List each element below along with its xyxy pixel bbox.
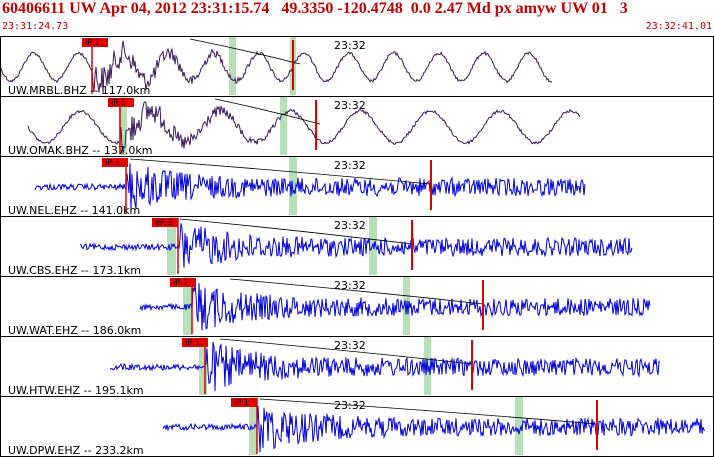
- station-label: UW.DPW.EHZ -- 233.2km: [8, 444, 144, 457]
- trace-panel[interactable]: iP:1 23:32 UW.MRBL.BHZ -- 117.0km: [0, 36, 714, 98]
- pick-label: iP:1: [234, 398, 249, 407]
- trace-panel[interactable]: iP:1 23:32 UW.NEL.EHZ -- 141.0km: [0, 156, 714, 218]
- time-label: 23:32: [334, 159, 366, 172]
- pick-label: iP:1: [185, 338, 200, 347]
- trace-panel[interactable]: iP:1 23:32 UW.WAT.EHZ -- 186.0km: [0, 276, 714, 338]
- time-start: 23:31:24.73: [2, 21, 69, 32]
- station-label: UW.CBS.EHZ -- 173.1km: [8, 264, 141, 277]
- pick-label-box: [231, 398, 257, 407]
- pick-window: [183, 277, 192, 335]
- station-label: UW.OMAK.BHZ -- 137.0km: [8, 144, 152, 157]
- trace-panel[interactable]: iP:1 23:32 UW.DPW.EHZ -- 233.2km: [0, 396, 714, 458]
- pick-label-box: [82, 38, 108, 47]
- waveform: [109, 341, 661, 392]
- travel-time-curve: [214, 98, 321, 125]
- pick-window: [280, 97, 287, 155]
- station-label: UW.HTW.EHZ -- 195.1km: [8, 384, 144, 397]
- event-title: 60406611 UW Apr 04, 2012 23:31:15.74 49.…: [2, 0, 628, 17]
- station-label: UW.WAT.EHZ -- 186.0km: [8, 324, 141, 337]
- station-label: UW.NEL.EHZ -- 141.0km: [8, 204, 140, 217]
- pick-label: iP:1: [173, 278, 188, 287]
- time-label: 23:32: [334, 219, 366, 232]
- travel-time-curve: [179, 218, 413, 245]
- travel-time-curve: [219, 338, 473, 365]
- trace-panel[interactable]: iP:1 23:32 UW.OMAK.BHZ -- 137.0km: [0, 96, 714, 158]
- pick-window: [249, 397, 257, 455]
- pick-label: eP:2: [155, 218, 173, 227]
- time-label: 23:32: [334, 339, 366, 352]
- travel-time-curve: [259, 398, 598, 425]
- travel-time-curve: [189, 38, 301, 65]
- pick-window: [229, 37, 236, 95]
- travel-time-curve: [129, 158, 431, 185]
- time-label: 23:32: [334, 39, 366, 52]
- waveform: [139, 283, 651, 331]
- waveform: [79, 223, 633, 268]
- pick-window: [119, 97, 127, 155]
- pick-label: iP:1: [105, 158, 120, 167]
- waveform: [34, 163, 586, 210]
- pick-label: iP:1: [85, 38, 100, 47]
- pick-label: iP:1: [111, 98, 126, 107]
- pick-label-box: [152, 218, 178, 227]
- time-label: 23:32: [334, 99, 366, 112]
- pick-window: [515, 397, 523, 455]
- station-label: UW.MRBL.BHZ -- 117.0km: [8, 84, 150, 97]
- pick-label-box: [170, 278, 196, 287]
- time-label: 23:32: [334, 399, 366, 412]
- event-header: 60406611 UW Apr 04, 2012 23:31:15.74 49.…: [0, 0, 714, 36]
- pick-label-box: [182, 338, 208, 347]
- pick-window: [289, 157, 297, 215]
- trace-panel[interactable]: iP:1 23:32 UW.HTW.EHZ -- 195.1km: [0, 336, 714, 398]
- pick-label-box: [102, 158, 128, 167]
- time-label: 23:32: [334, 279, 366, 292]
- pick-label-box: [108, 98, 134, 107]
- waveform: [162, 405, 706, 453]
- travel-time-curve: [229, 278, 484, 305]
- trace-panel[interactable]: eP:2 23:32 UW.CBS.EHZ -- 173.1km: [0, 216, 714, 278]
- time-end: 23:32:41.01: [645, 21, 712, 32]
